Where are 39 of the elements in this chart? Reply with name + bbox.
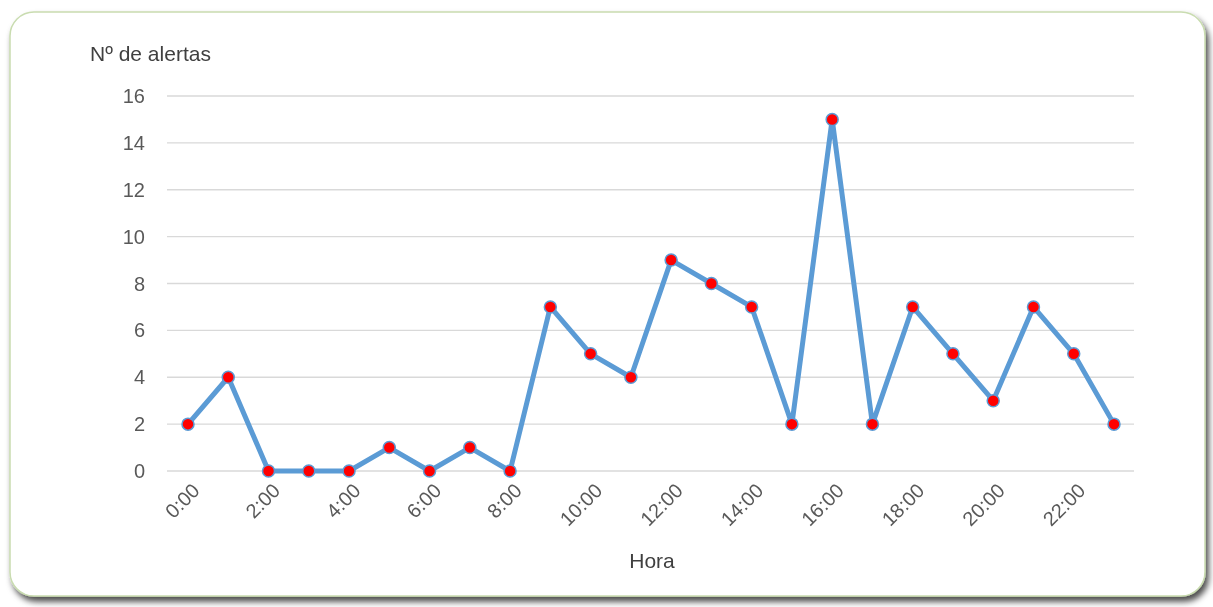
point — [865, 417, 880, 431]
point — [1066, 347, 1081, 361]
point — [664, 253, 678, 267]
y-tick-label: 8 — [133, 272, 145, 295]
point — [302, 464, 316, 478]
point — [221, 370, 236, 384]
point — [825, 112, 839, 127]
point — [946, 347, 960, 361]
x-tick-label: 0:00 — [160, 479, 204, 523]
point — [181, 417, 195, 431]
point — [382, 440, 397, 455]
point — [342, 464, 356, 478]
y-tick-label: 4 — [133, 366, 145, 389]
x-tick-label: 6:00 — [402, 479, 446, 523]
x-axis-title: Hora — [629, 549, 676, 572]
y-tick-label: 6 — [133, 319, 145, 342]
point — [1107, 417, 1121, 431]
point — [261, 464, 276, 478]
point — [744, 300, 759, 314]
y-tick-label: 14 — [122, 131, 145, 154]
point — [543, 300, 558, 314]
point — [624, 370, 638, 384]
point — [986, 393, 1000, 408]
x-tick-label: 4:00 — [321, 479, 365, 523]
y-tick-label: 2 — [133, 413, 145, 436]
point — [583, 347, 598, 361]
y-tick-label: 16 — [122, 85, 145, 107]
y-tick-label: 12 — [122, 178, 145, 201]
point — [1026, 300, 1041, 314]
point — [785, 417, 799, 431]
x-tick-label: 8:00 — [482, 479, 526, 523]
point — [704, 276, 719, 291]
y-tick-label: 10 — [122, 225, 145, 248]
point — [422, 464, 437, 478]
point — [905, 300, 920, 314]
point — [463, 440, 477, 455]
y-tick-label: 0 — [133, 460, 145, 482]
point — [503, 464, 517, 478]
y-axis-title: Nº de alertas — [90, 42, 211, 65]
